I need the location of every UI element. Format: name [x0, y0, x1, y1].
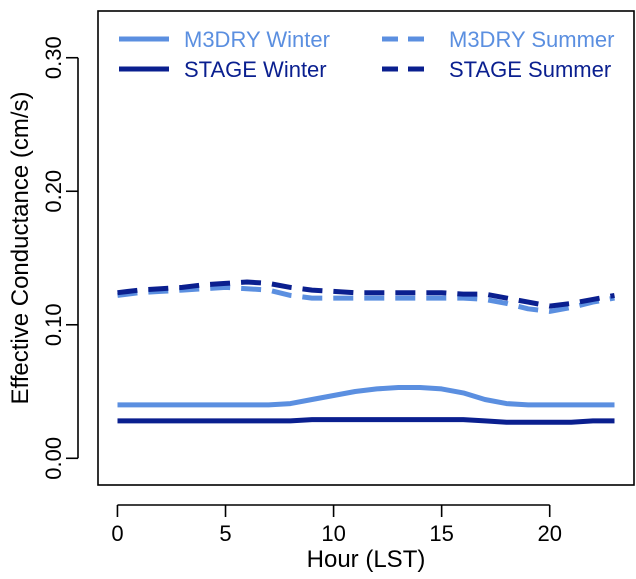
series-line-stage-winter — [117, 417, 615, 425]
series-line-m3dry-winter — [117, 385, 615, 408]
series-layer — [117, 279, 615, 425]
series-line-stage-summer — [117, 279, 615, 309]
y-tick-label: 0.20 — [41, 170, 66, 213]
axes: 0 5 10 15 20 0.00 0.10 0.20 0.30 — [41, 36, 562, 546]
y-axis-title: Effective Conductance (cm/s) — [7, 91, 34, 404]
x-axis-title: Hour (LST) — [307, 546, 426, 573]
plot-frame — [97, 10, 635, 486]
y-tick-label: 0.10 — [41, 303, 66, 346]
series-line-m3dry-summer — [117, 284, 615, 314]
x-tick-label: 10 — [321, 521, 345, 546]
x-tick-label: 5 — [219, 521, 231, 546]
x-tick-label: 20 — [537, 521, 561, 546]
legend-label: STAGE Winter — [184, 57, 327, 82]
x-tick-label: 0 — [111, 521, 123, 546]
legend-label: STAGE Summer — [449, 57, 611, 82]
y-tick-label: 0.30 — [41, 36, 66, 79]
x-tick-label: 15 — [429, 521, 453, 546]
legend-label: M3DRY Summer — [449, 27, 614, 52]
y-tick-label: 0.00 — [41, 437, 66, 480]
legend: M3DRY Winter STAGE Winter M3DRY Summer STAG… — [119, 27, 614, 82]
legend-label: M3DRY Winter — [184, 27, 330, 52]
